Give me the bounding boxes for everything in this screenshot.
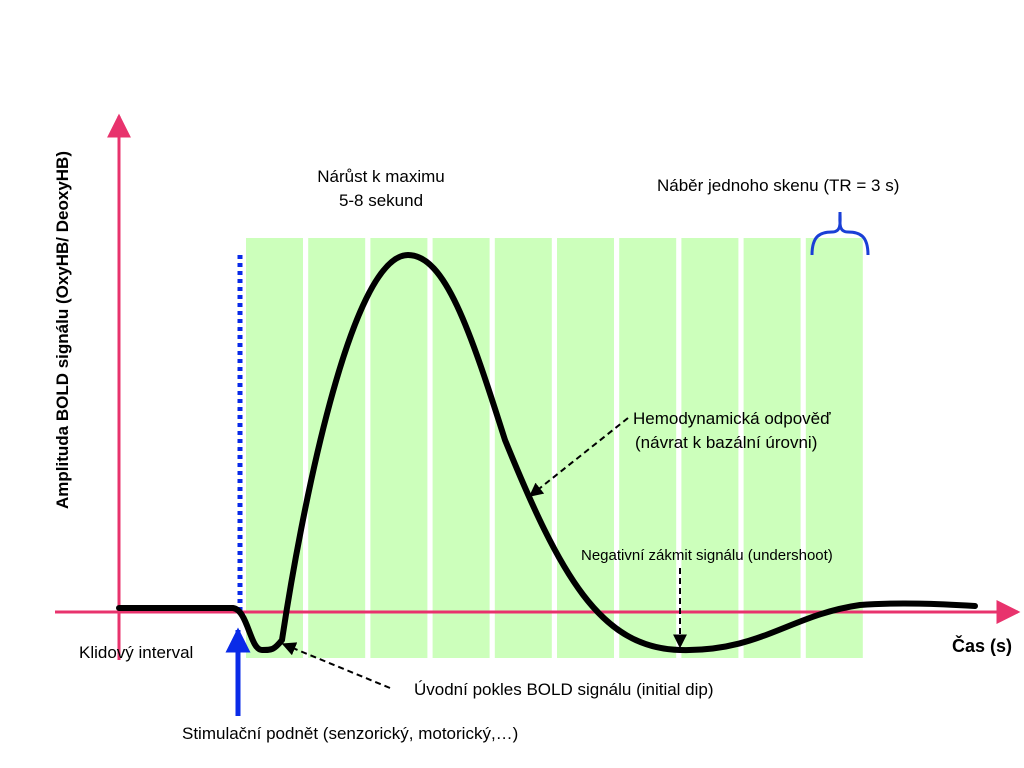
- rise-label-line1: Nárůst k maximu: [317, 167, 445, 186]
- x-axis-label: Čas (s): [952, 635, 1012, 656]
- scan-blocks: [246, 238, 863, 658]
- y-axis-label: Amplituda BOLD signálu (OxyHB/ DeoxyHB): [53, 151, 72, 509]
- scan-block: [619, 238, 677, 658]
- initial-dip-label: Úvodní pokles BOLD signálu (initial dip): [414, 680, 714, 699]
- hemo-pointer: [528, 417, 629, 497]
- scan-block: [743, 238, 801, 658]
- stimulus-label: Stimulační podnět (senzorický, motorický…: [182, 724, 518, 743]
- scan-block: [557, 238, 614, 658]
- hemo-label-line2: (návrat k bazální úrovni): [635, 433, 817, 452]
- hemo-label-line1: Hemodynamická odpověď: [633, 409, 831, 428]
- scan-block: [494, 238, 552, 658]
- scan-brace-icon: [810, 211, 870, 256]
- rise-label-line2: 5-8 sekund: [339, 191, 423, 210]
- scan-block: [681, 238, 739, 658]
- undershoot-label: Negativní zákmit signálu (undershoot): [581, 547, 833, 564]
- scan-block: [805, 238, 863, 658]
- scan-label: Náběr jednoho skenu (TR = 3 s): [657, 176, 899, 195]
- bold-response-curve: [116, 252, 978, 654]
- scan-block: [246, 238, 303, 658]
- scan-block: [432, 238, 490, 658]
- rest-label: Klidový interval: [79, 643, 193, 662]
- scan-block: [370, 238, 428, 658]
